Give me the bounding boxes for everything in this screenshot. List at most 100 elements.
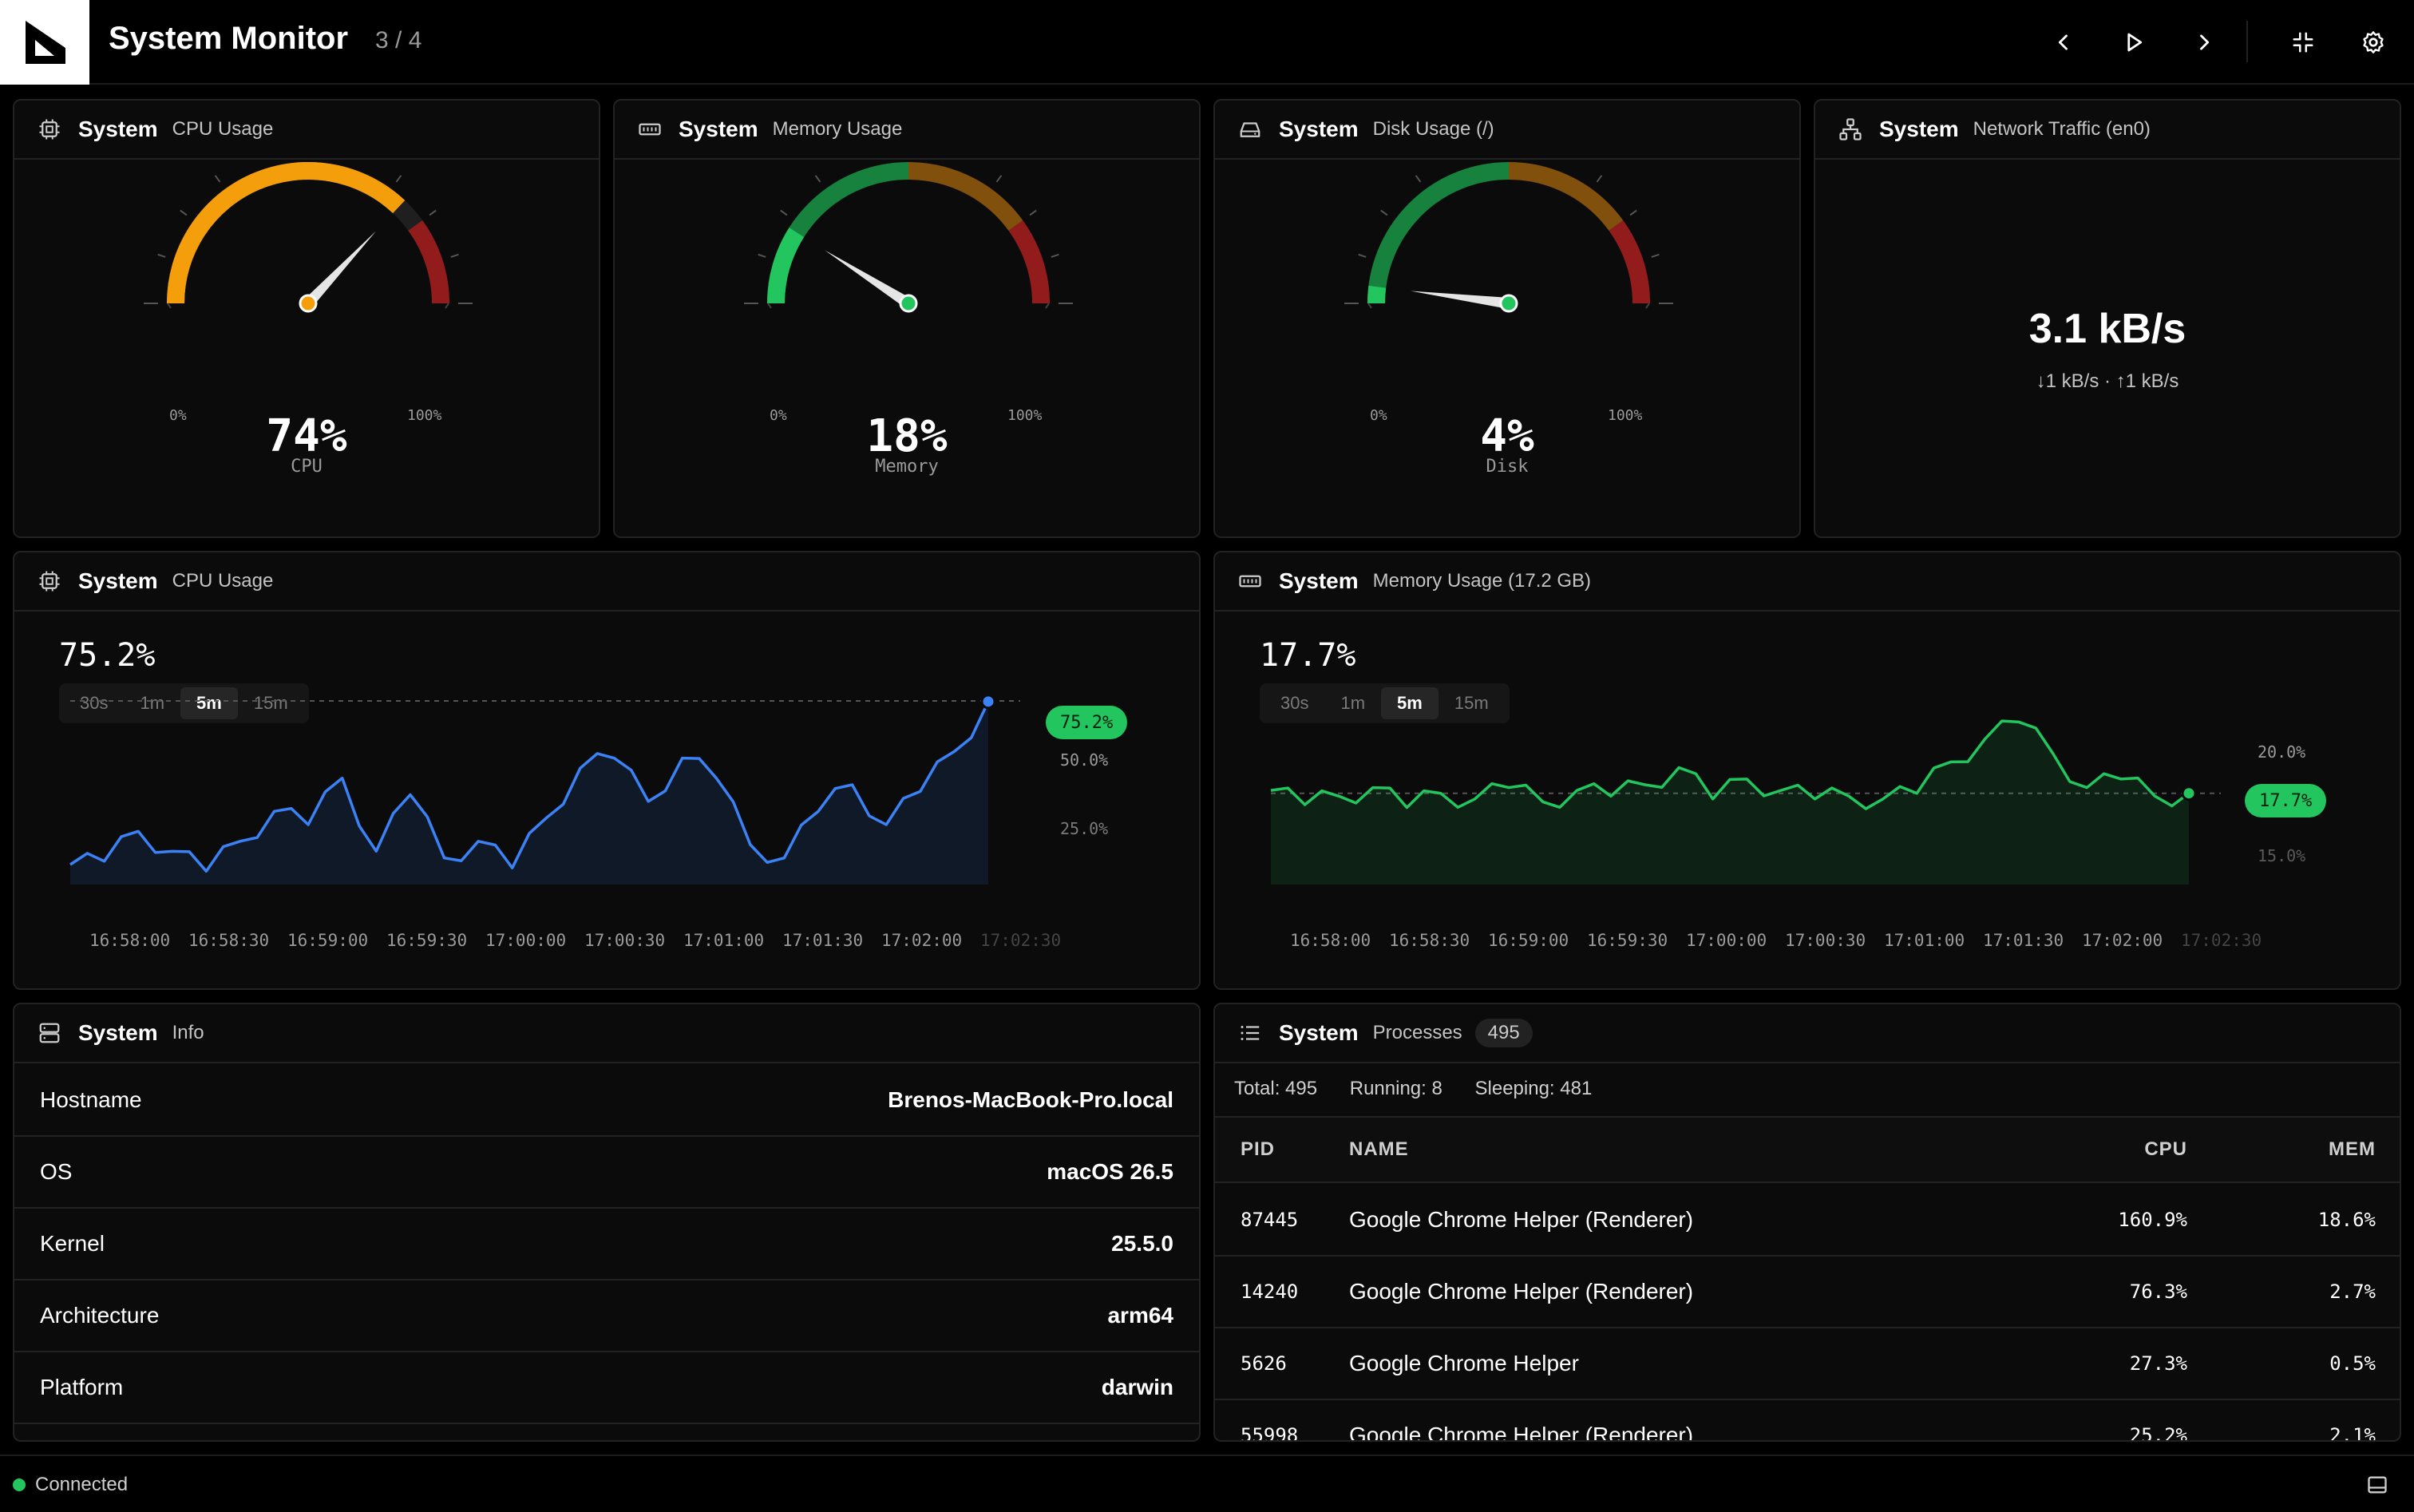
gauge-tick xyxy=(1029,209,1037,216)
status-bar: Connected xyxy=(0,1455,2414,1512)
column-name[interactable]: NAME xyxy=(1349,1138,1409,1160)
card-section: System xyxy=(1879,117,1959,141)
range-5m[interactable]: 5m xyxy=(180,687,238,719)
gauge-needle xyxy=(825,250,912,308)
x-tick-label: 17:00:00 xyxy=(485,931,567,950)
current-value-badge: 75.2% xyxy=(1046,706,1128,739)
app-logo xyxy=(0,0,89,85)
previous-button[interactable] xyxy=(2040,19,2087,65)
table-row[interactable]: 14240 Google Chrome Helper (Renderer) 76… xyxy=(1215,1257,2400,1328)
play-button[interactable] xyxy=(2111,19,2157,65)
cpu-chart-card: System CPU Usage 75.2% 30s 1m 5m 15m 50.… xyxy=(13,551,1201,990)
x-tick-label: 16:58:30 xyxy=(1389,931,1470,950)
process-pid: 14240 xyxy=(1241,1280,1299,1303)
chevron-left-icon xyxy=(2058,34,2068,50)
cpu-icon xyxy=(35,567,64,596)
gauge-tick xyxy=(180,209,188,216)
info-key: Hostname xyxy=(40,1087,142,1112)
gauge-track xyxy=(167,162,449,304)
toggle-panel-button[interactable] xyxy=(2361,1469,2393,1501)
memory-icon xyxy=(635,115,664,144)
gauge-max-label: 100% xyxy=(407,407,442,424)
process-table-header: PID NAME CPU MEM xyxy=(1215,1116,2400,1183)
gauge-label: CPU xyxy=(291,457,323,477)
x-tick-label: 17:01:30 xyxy=(1983,931,2064,950)
settings-button[interactable] xyxy=(2350,19,2396,65)
gauge-segment xyxy=(1508,162,1624,232)
memory-line-chart xyxy=(1270,719,2221,885)
x-tick-label: 17:02:00 xyxy=(2082,931,2163,950)
chart-body: 17.7% 30s 1m 5m 15m 20.0% 15.0% 17.7% 16… xyxy=(1215,613,2400,988)
gauge-tick xyxy=(157,253,166,258)
gauge-min-label: 0% xyxy=(1370,407,1387,424)
gauge-segment xyxy=(1609,220,1650,304)
top-bar: System Monitor 3 / 4 xyxy=(0,0,2414,85)
process-mem: 2.1% xyxy=(2329,1424,2376,1442)
memory-gauge-card: System Memory Usage 0% 100% 18% Memory xyxy=(613,99,1201,538)
process-cpu: 25.2% xyxy=(2129,1424,2187,1442)
process-name: Google Chrome Helper (Renderer) xyxy=(1349,1279,1694,1304)
range-5m[interactable]: 5m xyxy=(1381,687,1439,719)
info-key: Architecture xyxy=(40,1303,160,1328)
gauge-tick xyxy=(450,253,459,258)
stat-running: Running: 8 xyxy=(1349,1078,1442,1099)
x-tick-label: 17:01:00 xyxy=(683,931,765,950)
series-line xyxy=(69,701,990,873)
card-header: System CPU Usage xyxy=(14,552,1199,612)
card-title: Disk Usage (/) xyxy=(1372,118,1494,140)
info-row-architecture: Architecture arm64 xyxy=(14,1280,1199,1352)
connection-status-dot xyxy=(13,1478,26,1491)
card-header: System Processes 495 xyxy=(1215,1004,2400,1063)
chart-body: 75.2% 30s 1m 5m 15m 50.0% 25.0% 75.2% 16… xyxy=(14,613,1199,988)
process-name: Google Chrome Helper (Renderer) xyxy=(1349,1207,1694,1232)
app-logo-icon xyxy=(26,21,65,64)
range-15m[interactable]: 15m xyxy=(1454,693,1489,713)
card-header: System Memory Usage (17.2 GB) xyxy=(1215,552,2400,612)
range-1m[interactable]: 1m xyxy=(1340,693,1366,713)
gauge-tick xyxy=(1651,253,1660,258)
range-15m[interactable]: 15m xyxy=(253,693,288,713)
gauge-tick xyxy=(758,253,766,258)
card-title: Memory Usage (17.2 GB) xyxy=(1372,570,1592,592)
info-row-hostname: Hostname Brenos-MacBook-Pro.local xyxy=(14,1065,1199,1137)
x-tick-label: 16:58:00 xyxy=(1290,931,1371,950)
series-area xyxy=(70,701,988,885)
table-row[interactable]: 5626 Google Chrome Helper 27.3% 0.5% xyxy=(1215,1328,2400,1400)
card-header: System Memory Usage xyxy=(615,101,1199,160)
column-cpu[interactable]: CPU xyxy=(2144,1138,2187,1160)
gauge-segment xyxy=(1367,162,1510,304)
memory-icon xyxy=(1236,567,1264,596)
gauge-tick xyxy=(429,209,437,216)
column-mem[interactable]: MEM xyxy=(2329,1138,2376,1160)
range-30s[interactable]: 30s xyxy=(80,693,109,713)
processes-card: System Processes 495 Total: 495 Running:… xyxy=(1213,1003,2401,1442)
column-pid[interactable]: PID xyxy=(1241,1138,1276,1160)
card-title: Info xyxy=(172,1022,204,1043)
gauge-tick xyxy=(995,175,1003,183)
last-point xyxy=(980,694,996,710)
gauge-tick xyxy=(1596,175,1603,183)
table-row[interactable]: 87445 Google Chrome Helper (Renderer) 16… xyxy=(1215,1185,2400,1257)
minimize-button[interactable] xyxy=(2280,19,2326,65)
next-button[interactable] xyxy=(2181,19,2227,65)
card-title: Memory Usage xyxy=(772,118,903,140)
chart-current-value: 75.2% xyxy=(59,637,156,674)
range-30s[interactable]: 30s xyxy=(1280,693,1309,713)
process-name: Google Chrome Helper (Renderer) xyxy=(1349,1423,1694,1442)
gauge-value: 74% xyxy=(266,410,347,462)
info-row-kernel: Kernel 25.5.0 xyxy=(14,1209,1199,1280)
x-tick-label: 16:59:00 xyxy=(1488,931,1569,950)
x-tick-label: 17:02:30 xyxy=(2181,931,2262,950)
cpu-icon xyxy=(35,115,64,144)
table-row[interactable]: 55998 Google Chrome Helper (Renderer) 25… xyxy=(1215,1400,2400,1442)
current-value-badge: 17.7% xyxy=(2245,784,2327,817)
stat-sleeping: Sleeping: 481 xyxy=(1474,1078,1593,1099)
range-1m[interactable]: 1m xyxy=(140,693,165,713)
time-range-selector: 30s 1m 5m 15m xyxy=(59,683,309,723)
chart-current-value: 17.7% xyxy=(1260,637,1356,674)
connection-status: Connected xyxy=(35,1474,129,1495)
gauge-track xyxy=(1367,162,1650,304)
stat-total: Total: 495 xyxy=(1234,1078,1318,1099)
gauge-max-label: 100% xyxy=(1608,407,1643,424)
info-row-os: OS macOS 26.5 xyxy=(14,1137,1199,1209)
